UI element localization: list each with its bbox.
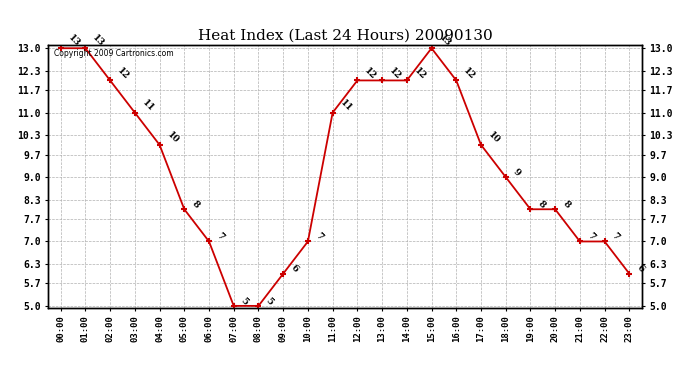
Text: 7: 7	[215, 231, 226, 242]
Text: 7: 7	[313, 231, 324, 242]
Text: 13: 13	[66, 33, 81, 49]
Text: 13: 13	[437, 33, 453, 49]
Text: 8: 8	[190, 199, 201, 210]
Text: 7: 7	[585, 231, 596, 242]
Text: 13: 13	[91, 33, 106, 49]
Text: 6: 6	[635, 263, 646, 274]
Text: Copyright 2009 Cartronics.com: Copyright 2009 Cartronics.com	[55, 49, 174, 58]
Text: 12: 12	[116, 66, 131, 81]
Text: 6: 6	[288, 263, 299, 274]
Text: 8: 8	[561, 199, 571, 210]
Text: 10: 10	[486, 130, 502, 146]
Text: 9: 9	[511, 167, 522, 178]
Text: 11: 11	[140, 98, 156, 113]
Text: 7: 7	[610, 231, 621, 242]
Text: 8: 8	[536, 199, 547, 210]
Text: 5: 5	[239, 296, 250, 306]
Title: Heat Index (Last 24 Hours) 20090130: Heat Index (Last 24 Hours) 20090130	[197, 28, 493, 42]
Text: 5: 5	[264, 296, 275, 306]
Text: 12: 12	[388, 66, 403, 81]
Text: 11: 11	[338, 98, 353, 113]
Text: 10: 10	[165, 130, 180, 146]
Text: 12: 12	[363, 66, 378, 81]
Text: 12: 12	[413, 66, 428, 81]
Text: 12: 12	[462, 66, 477, 81]
